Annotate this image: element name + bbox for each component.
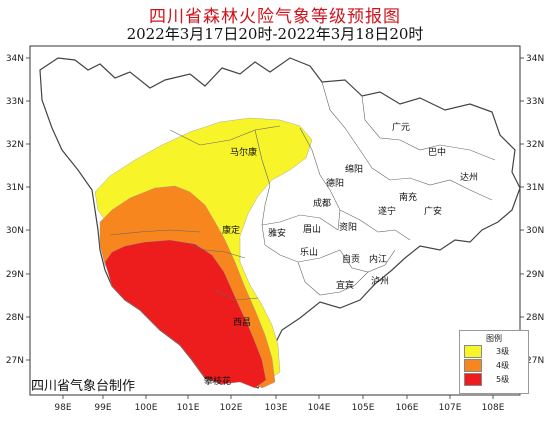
city-label-ziyang: 资阳 xyxy=(339,222,357,233)
city-label-meishan: 眉山 xyxy=(303,224,321,235)
city-label-suining: 遂宁 xyxy=(378,205,396,217)
lat-label-right: 34N xyxy=(526,54,544,64)
legend-item-level3: 3级 xyxy=(464,344,528,358)
map-title: 四川省森林火险气象等级预报图 xyxy=(149,7,401,27)
city-label-luzhou: 泸州 xyxy=(371,276,389,287)
legend-label: 5级 xyxy=(496,374,510,384)
map-frame xyxy=(29,45,521,396)
lat-label-right: 31N xyxy=(526,183,544,193)
city-label-panzhihua: 攀枝花 xyxy=(204,375,231,387)
city-label-kangding: 康定 xyxy=(222,224,240,236)
lon-label: 98E xyxy=(54,403,71,413)
lon-label: 99E xyxy=(94,403,111,413)
longitude-ticks xyxy=(62,395,494,399)
lat-label: 28N xyxy=(6,313,24,323)
lon-label: 107E xyxy=(439,403,462,413)
city-label-nanchong: 南充 xyxy=(399,191,417,203)
city-label-guangan: 广安 xyxy=(424,205,442,217)
legend-item-level4: 4级 xyxy=(464,358,528,372)
prefecture-boundaries xyxy=(109,81,496,301)
lat-label-right: 32N xyxy=(526,140,544,150)
lat-label-right: 30N xyxy=(526,226,544,236)
city-label-chengdu: 成都 xyxy=(313,197,331,209)
legend-title: 图例 xyxy=(486,334,502,343)
lat-label-right: 27N xyxy=(526,356,544,366)
lon-label: 100E xyxy=(135,403,158,413)
lat-label: 29N xyxy=(6,270,24,280)
legend-swatch-level4 xyxy=(464,358,482,372)
risk-zone-level5 xyxy=(104,239,267,389)
legend-item-level5: 5级 xyxy=(464,372,528,386)
lon-label: 102E xyxy=(220,403,243,413)
city-label-neijiang: 内江 xyxy=(369,253,387,265)
lon-label: 104E xyxy=(308,403,331,413)
lat-label: 30N xyxy=(6,226,24,236)
legend-label: 3级 xyxy=(496,346,510,356)
lon-label: 106E xyxy=(396,403,419,413)
lat-label: 31N xyxy=(6,183,24,193)
lat-label: 32N xyxy=(6,140,24,150)
lat-label: 33N xyxy=(6,97,24,107)
city-label-dazhou: 达州 xyxy=(460,171,478,183)
city-label-guangyuan: 广元 xyxy=(392,121,410,133)
latitude-ticks xyxy=(26,57,524,361)
city-label-yibin: 宜宾 xyxy=(336,279,354,291)
city-label-zigong: 自贡 xyxy=(342,253,360,265)
map-legend: 图例 3级 4级 5级 xyxy=(459,330,529,394)
lat-label-right: 28N xyxy=(526,313,544,323)
city-label-mianyang: 绵阳 xyxy=(345,163,363,175)
legend-swatch-level5 xyxy=(464,372,482,386)
lat-label: 27N xyxy=(6,356,24,366)
credit-text: 四川省气象台制作 xyxy=(31,379,136,394)
lat-label-right: 29N xyxy=(526,270,544,280)
lon-label: 108E xyxy=(482,403,505,413)
city-label-deyang: 德阳 xyxy=(326,177,344,189)
city-label-maerkang: 马尔康 xyxy=(230,146,257,158)
lon-label: 103E xyxy=(265,403,288,413)
legend-label: 4级 xyxy=(496,360,510,370)
lat-label: 34N xyxy=(6,54,24,64)
lon-label: 105E xyxy=(352,403,375,413)
city-label-leshan: 乐山 xyxy=(300,246,318,258)
city-label-yaan: 雅安 xyxy=(268,227,286,239)
lon-label: 101E xyxy=(177,403,200,413)
city-label-bazhong: 巴中 xyxy=(428,146,446,158)
map-subtitle: 2022年3月17日20时-2022年3月18日20时 xyxy=(126,25,424,43)
lat-label-right: 33N xyxy=(526,97,544,107)
legend-swatch-level3 xyxy=(464,344,482,358)
city-label-xichang: 西昌 xyxy=(233,317,251,328)
